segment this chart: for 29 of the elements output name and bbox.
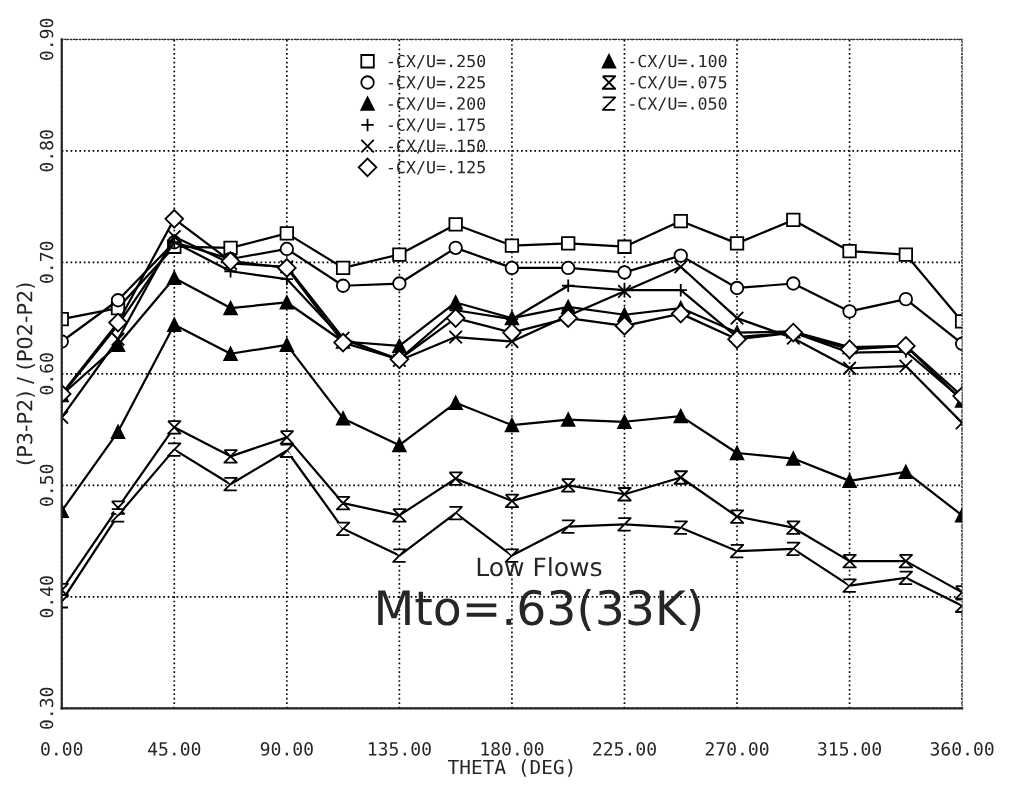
legend-label: -CX/U=.175 bbox=[388, 118, 485, 133]
legend-label: -CX/U=.100 bbox=[630, 54, 727, 69]
x-tick-label: 360.00 bbox=[930, 742, 994, 756]
legend-label: -CX/U=.250 bbox=[388, 54, 486, 69]
y-tick-label: 0.30 bbox=[39, 687, 54, 729]
x-tick-label: 225.00 bbox=[593, 742, 656, 756]
annotation: Mto=.63(33K) bbox=[378, 589, 701, 632]
x-tick-label: 90.00 bbox=[260, 742, 313, 756]
legend-label: -CX/U=.050 bbox=[630, 97, 727, 112]
legend-label: -CX/U=.125 bbox=[388, 160, 485, 175]
y-tick-label: 0.50 bbox=[39, 464, 54, 506]
x-tick-label: 45.00 bbox=[148, 742, 201, 756]
x-tick-label: 315.00 bbox=[818, 742, 882, 756]
legend-label: -CX/U=.200 bbox=[388, 97, 486, 112]
x-axis-title: THETA (DEG) bbox=[447, 759, 573, 777]
y-tick-label: 0.40 bbox=[39, 576, 54, 618]
x-tick-label: 0.00 bbox=[41, 742, 83, 756]
y-axis-title: (P3-P2) / (P02-P2) bbox=[16, 283, 35, 465]
y-tick-label: 0.90 bbox=[39, 18, 54, 60]
y-tick-label: 0.60 bbox=[39, 353, 54, 395]
x-tick-label: 135.00 bbox=[368, 742, 431, 756]
annotation: Low Flows bbox=[477, 557, 602, 577]
x-tick-label: 270.00 bbox=[705, 742, 769, 756]
legend-label: -CX/U=.225 bbox=[388, 75, 485, 90]
x-tick-label: 180.00 bbox=[481, 742, 544, 756]
legend-label: -CX/U=.150 bbox=[388, 139, 486, 154]
y-tick-label: 0.80 bbox=[39, 130, 54, 172]
y-tick-label: 0.70 bbox=[39, 241, 54, 283]
legend-label: -CX/U=.075 bbox=[630, 75, 727, 90]
